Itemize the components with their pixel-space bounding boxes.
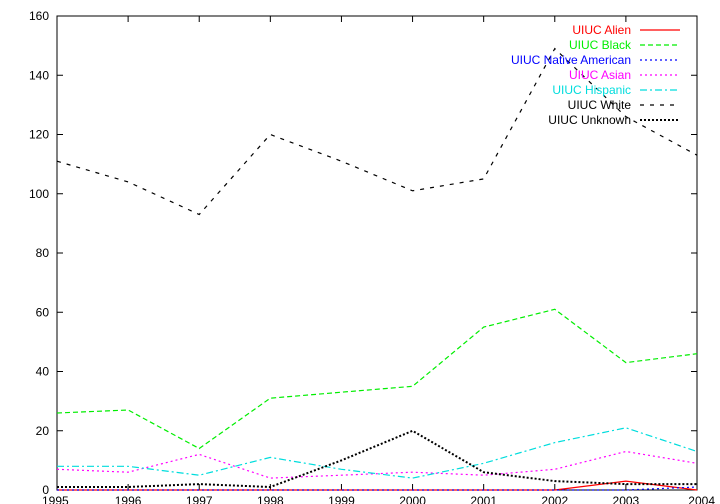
legend-label: UIUC White (568, 98, 632, 112)
y-tick-label: 80 (36, 246, 50, 260)
x-tick-label: 2004 (688, 494, 715, 504)
y-tick-label: 100 (29, 187, 49, 201)
y-tick-label: 40 (36, 365, 50, 379)
legend-label: UIUC Black (569, 38, 632, 52)
x-tick-label: 1998 (257, 494, 284, 504)
legend-label: UIUC Hispanic (552, 83, 631, 97)
series-line-uiuc-asian (56, 450, 698, 479)
series-line-uiuc-black (56, 308, 698, 450)
x-tick-label: 1996 (115, 494, 142, 504)
legend-label: UIUC Native American (511, 53, 631, 67)
series-lines (56, 47, 698, 491)
x-tick-label: 1997 (186, 494, 213, 504)
series-line-uiuc-native-american (57, 486, 698, 491)
y-tick-label: 160 (29, 9, 49, 23)
y-tick-label: 0 (42, 483, 49, 497)
x-tick-label: 2003 (613, 494, 640, 504)
legend-label: UIUC Asian (569, 68, 631, 82)
x-tick-label: 1999 (328, 494, 355, 504)
y-tick-label: 120 (29, 128, 49, 142)
legend-label: UIUC Unknown (548, 113, 631, 127)
y-tick-label: 20 (36, 424, 50, 438)
x-tick-label: 2000 (399, 494, 426, 504)
series-line-uiuc-white (56, 47, 698, 216)
y-tick-label: 140 (29, 68, 49, 82)
series-line-uiuc-hispanic (57, 427, 698, 479)
x-tick-label: 1995 (42, 494, 69, 504)
y-tick-label: 60 (36, 305, 50, 319)
x-tick-label: 2001 (470, 494, 497, 504)
series-line-uiuc-unknown (57, 429, 697, 489)
x-tick-label: 2002 (541, 494, 568, 504)
legend-label: UIUC Alien (572, 23, 631, 37)
